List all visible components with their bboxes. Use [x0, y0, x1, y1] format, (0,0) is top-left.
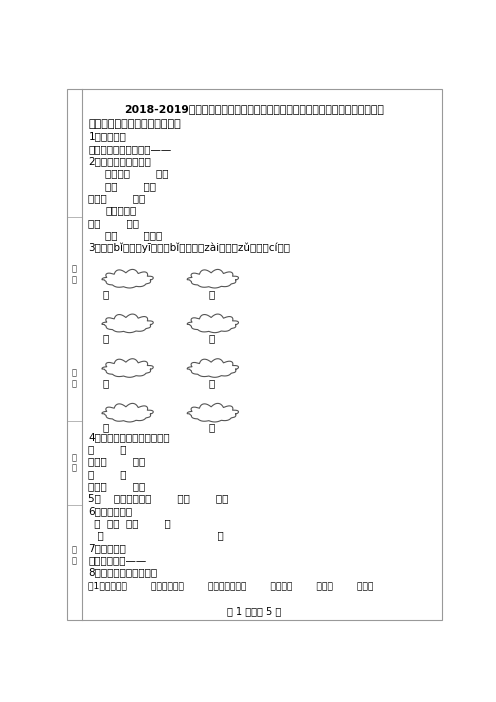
Text: 班
级: 班 级 — [72, 545, 77, 565]
Polygon shape — [187, 359, 239, 377]
Text: （1）天气凉（        ），树叶黄（        ），一片片叶（        ）从树（        ）落（        ）来。: （1）天气凉（ ），树叶黄（ ），一片片叶（ ）从树（ ）落（ ）来。 — [88, 581, 373, 590]
Text: 唱，        游。: 唱， 游。 — [105, 181, 156, 191]
Text: 鸟: 鸟 — [102, 289, 109, 298]
Text: 两岸树        密，: 两岸树 密， — [88, 193, 146, 203]
Polygon shape — [102, 404, 153, 422]
Polygon shape — [187, 270, 239, 288]
Text: 力: 力 — [102, 378, 109, 388]
Text: 竹排，顺        流，: 竹排，顺 流， — [105, 168, 169, 178]
Text: 江南        乡，: 江南 乡， — [88, 218, 139, 228]
Text: 2018-2019年毕节市大方县对江镇岔河小学一年级上册语文模拟期末考试无答案: 2018-2019年毕节市大方县对江镇岔河小学一年级上册语文模拟期末考试无答案 — [124, 104, 384, 114]
Text: 2．按原文内容填空。: 2．按原文内容填空。 — [88, 157, 151, 166]
Text: 5．    的笔画顺序是        ，共        面。: 5． 的笔画顺序是 ，共 面。 — [88, 494, 229, 503]
Text: 热                                   更: 热 更 — [91, 531, 224, 541]
Text: 里: 里 — [208, 423, 215, 432]
Text: 第 1 页，共 5 页: 第 1 页，共 5 页 — [227, 606, 281, 616]
Text: 方: 方 — [102, 423, 109, 432]
Text: 3．比（bǐ）一（yī）比（bǐ），再（zài）组（zǔ）词（cí）。: 3．比（bǐ）一（yī）比（bǐ），再（zài）组（zǔ）词（cí）。 — [88, 242, 290, 253]
Polygon shape — [102, 270, 153, 288]
Text: 6．我会扩词。: 6．我会扩词。 — [88, 506, 132, 516]
Text: 7．猜一猜。: 7．猜一猜。 — [88, 543, 126, 552]
Text: 1．猜谜语。: 1．猜谜语。 — [88, 131, 126, 142]
Text: 风        枫: 风 枫 — [88, 444, 127, 454]
Text: 口: 口 — [208, 289, 215, 298]
Text: 用上两点力。——: 用上两点力。—— — [88, 555, 147, 565]
Polygon shape — [102, 359, 153, 377]
Polygon shape — [102, 314, 153, 333]
Text: 8．根据课文内容填空。: 8．根据课文内容填空。 — [88, 567, 157, 578]
Text: 开  开心  开门        到: 开 开心 开门 到 — [91, 518, 171, 528]
Text: 鸟: 鸟 — [102, 333, 109, 343]
Text: 小蜻蜓        叶。: 小蜻蜓 叶。 — [88, 456, 146, 467]
Text: 一个杠铃，竖立在地。——: 一个杠铃，竖立在地。—— — [88, 144, 172, 154]
Text: 题
号: 题 号 — [72, 453, 77, 472]
Polygon shape — [187, 404, 239, 422]
Text: 中: 中 — [208, 333, 215, 343]
Text: 青        清: 青 清 — [88, 469, 127, 479]
Text: 姓
名: 姓 名 — [72, 369, 77, 388]
Text: 苗绿油油。: 苗绿油油。 — [105, 206, 137, 216]
Text: 一、想一想，填一填（填空题）: 一、想一想，填一填（填空题） — [88, 119, 181, 129]
Text: 分
数: 分 数 — [72, 265, 77, 284]
Text: 4．选合适的字填在括号里。: 4．选合适的字填在括号里。 — [88, 432, 170, 442]
Text: 竹排        中游。: 竹排 中游。 — [105, 230, 163, 240]
Polygon shape — [187, 314, 239, 333]
Text: 红旗拔        波。: 红旗拔 波。 — [88, 481, 146, 491]
Text: 旦: 旦 — [208, 378, 215, 388]
